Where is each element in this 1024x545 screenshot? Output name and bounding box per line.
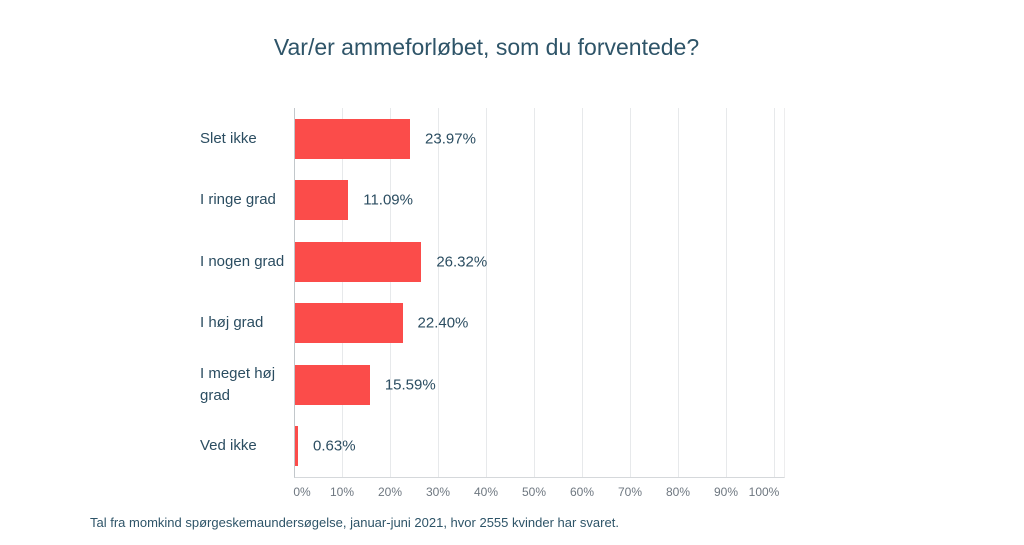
bar bbox=[295, 241, 422, 282]
value-label: 23.97% bbox=[425, 130, 476, 148]
chart-row: I nogen grad 26.32% bbox=[190, 231, 783, 293]
bar bbox=[295, 180, 349, 221]
value-label: 11.09% bbox=[363, 191, 413, 209]
chart-row: I meget høj grad 15.59% bbox=[190, 354, 783, 416]
chart-row: Slet ikke 23.97% bbox=[190, 108, 783, 170]
value-label: 0.63% bbox=[313, 437, 356, 455]
footnote: Tal fra momkind spørgeskemaundersøgelse,… bbox=[90, 515, 619, 530]
value-label: 22.40% bbox=[417, 314, 469, 332]
x-axis-tick-label: 50% bbox=[521, 485, 547, 499]
gridline bbox=[726, 108, 727, 477]
category-label: Ved ikke bbox=[200, 437, 257, 455]
x-axis-tick-label: 30% bbox=[425, 485, 451, 499]
category-label: I høj grad bbox=[200, 314, 264, 332]
x-axis-tick-label: 40% bbox=[473, 485, 499, 499]
gridline bbox=[342, 108, 343, 477]
x-axis-tick-label: 70% bbox=[617, 485, 643, 499]
bar bbox=[295, 303, 403, 344]
category-label: Slet ikke bbox=[200, 129, 257, 147]
bar bbox=[295, 364, 370, 405]
value-label: 26.32% bbox=[436, 253, 488, 271]
chart-rows: Slet ikke 23.97% I ringe grad 11.09% I nogen… bbox=[190, 108, 783, 477]
gridline bbox=[390, 108, 391, 477]
bar-chart: Slet ikke 23.97% I ringe grad 11.09% I nogen… bbox=[190, 108, 785, 499]
gridline bbox=[534, 108, 535, 477]
chart-row: I høj grad 22.40% bbox=[190, 293, 783, 355]
gridline bbox=[582, 108, 583, 477]
gridline bbox=[438, 108, 439, 477]
x-axis-tick-label: 20% bbox=[377, 485, 403, 499]
category-label: I meget høj grad bbox=[200, 365, 276, 404]
category-label: I ringe grad bbox=[200, 191, 276, 209]
gridline bbox=[678, 108, 679, 477]
gridline bbox=[486, 108, 487, 477]
x-axis-tick-label: 60% bbox=[569, 485, 595, 499]
gridline bbox=[774, 108, 775, 477]
bar bbox=[295, 118, 411, 159]
x-axis-tick-label: 90% bbox=[713, 485, 739, 499]
chart-row: I ringe grad 11.09% bbox=[190, 170, 783, 232]
category-label: I nogen grad bbox=[200, 252, 285, 270]
plot-area bbox=[294, 108, 785, 478]
chart-title: Var/er ammeforløbet, som du forventede? bbox=[273, 34, 700, 60]
chart-row: Ved ikke 0.63% bbox=[190, 416, 783, 478]
x-axis-tick-label: 80% bbox=[665, 485, 691, 499]
x-axis-tick-label: 100% bbox=[748, 485, 780, 499]
x-axis: 0% 10% 20% 30% 40% 50% 60% 70% 80% 90% 100% bbox=[190, 485, 783, 501]
x-axis-tick-label: 10% bbox=[329, 485, 355, 499]
x-axis-tick-label: 0% bbox=[293, 485, 311, 499]
bar bbox=[295, 426, 299, 467]
gridline bbox=[630, 108, 631, 477]
value-label: 15.59% bbox=[384, 376, 436, 394]
